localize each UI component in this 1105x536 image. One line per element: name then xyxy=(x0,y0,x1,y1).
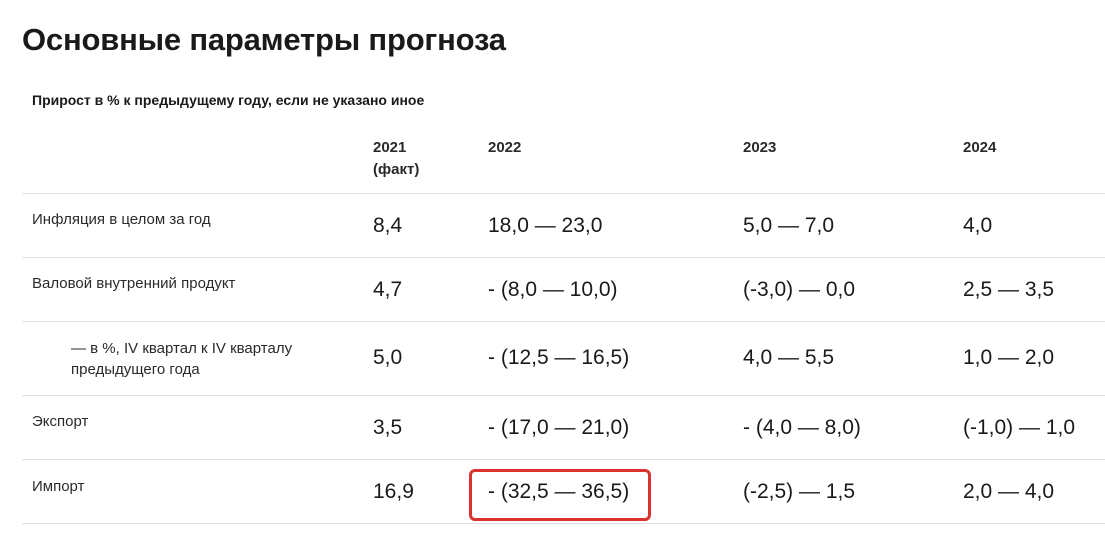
highlight-box xyxy=(469,469,651,521)
table-header-row: 2021 (факт) 2022 2023 2024 xyxy=(22,126,1105,194)
table-cell: (-1,0) — 1,0 xyxy=(963,416,1076,439)
row-label: — в %, IV квартал к IV кварталу предыдущ… xyxy=(71,340,293,378)
table-cell: 5,0 xyxy=(373,346,403,369)
table-subtitle: Прирост в % к предыдущему году, если не … xyxy=(32,92,425,108)
table-row-inflation: Инфляция в целом за год 8,4 18,0 — 23,0 … xyxy=(22,194,1105,258)
table-cell: - (32,5 — 36,5) xyxy=(488,480,630,503)
table-cell: - (17,0 — 21,0) xyxy=(488,416,630,439)
forecast-table: 2021 (факт) 2022 2023 2024 Инфляция в це… xyxy=(22,126,1105,524)
table-cell: - (12,5 — 16,5) xyxy=(488,346,630,369)
table-row-import: Импорт 16,9 - (32,5 — 36,5) (-2,5) — 1,5… xyxy=(22,460,1105,524)
table-cell: 8,4 xyxy=(373,214,403,237)
column-header-2022: 2022 xyxy=(488,139,522,156)
table-cell: 5,0 — 7,0 xyxy=(743,214,835,237)
table-row-export: Экспорт 3,5 - (17,0 — 21,0) - (4,0 — 8,0… xyxy=(22,396,1105,460)
row-label: Экспорт xyxy=(32,413,89,430)
table-cell: (-2,5) — 1,5 xyxy=(743,480,856,503)
table-row-gdp-q4: — в %, IV квартал к IV кварталу предыдущ… xyxy=(22,322,1105,396)
page-title: Основные параметры прогноза xyxy=(22,22,506,57)
table-cell: 16,9 xyxy=(373,480,414,503)
column-header-2024: 2024 xyxy=(963,139,997,156)
table-cell: 4,7 xyxy=(373,278,403,301)
column-header-2023: 2023 xyxy=(743,139,777,156)
table-cell: 4,0 xyxy=(963,214,993,237)
table-cell: - (8,0 — 10,0) xyxy=(488,278,618,301)
row-label: Импорт xyxy=(32,478,85,495)
table-row-gdp: Валовой внутренний продукт 4,7 - (8,0 — … xyxy=(22,258,1105,322)
table-cell: 18,0 — 23,0 xyxy=(488,214,603,237)
table-cell: 1,0 — 2,0 xyxy=(963,346,1055,369)
table-cell: 2,5 — 3,5 xyxy=(963,278,1055,301)
table-cell: - (4,0 — 8,0) xyxy=(743,416,861,439)
row-label: Валовой внутренний продукт xyxy=(32,275,236,292)
column-header-2021: 2021 (факт) xyxy=(373,139,420,178)
table-cell: 3,5 xyxy=(373,416,403,439)
row-label: Инфляция в целом за год xyxy=(32,211,211,228)
table-cell: 4,0 — 5,5 xyxy=(743,346,835,369)
table-cell: (-3,0) — 0,0 xyxy=(743,278,856,301)
table-cell: 2,0 — 4,0 xyxy=(963,480,1055,503)
